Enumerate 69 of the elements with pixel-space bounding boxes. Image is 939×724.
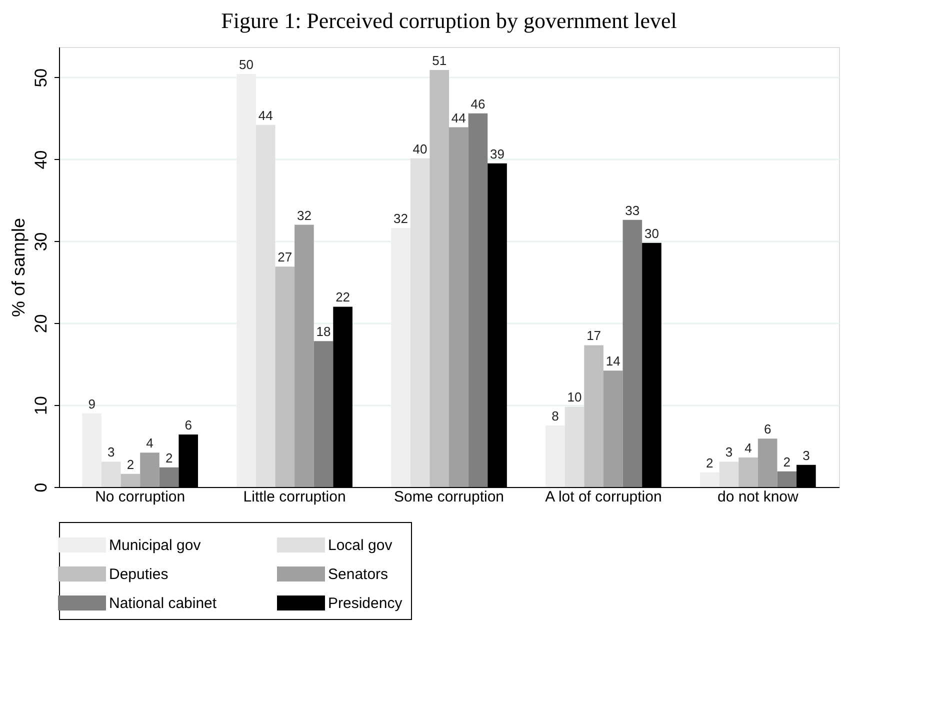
data-label: 44 bbox=[451, 110, 466, 126]
data-label: 2 bbox=[783, 454, 790, 470]
y-axis-title: % of sample bbox=[8, 218, 28, 318]
x-tick-label: A lot of corruption bbox=[545, 488, 662, 506]
data-label: 40 bbox=[412, 141, 428, 156]
bar bbox=[603, 370, 623, 487]
x-tick-label: do not know bbox=[717, 488, 799, 506]
bar bbox=[410, 158, 430, 487]
data-label: 6 bbox=[764, 422, 772, 437]
data-label: 18 bbox=[316, 324, 331, 340]
bar bbox=[120, 474, 140, 487]
y-tick-label: 20 bbox=[32, 314, 50, 334]
bar bbox=[294, 224, 314, 487]
data-label: 6 bbox=[184, 418, 192, 433]
data-label: 4 bbox=[146, 436, 154, 451]
bar bbox=[140, 452, 160, 487]
data-label: 17 bbox=[586, 328, 602, 344]
y-tick-label: 30 bbox=[32, 232, 50, 252]
y-tick-label: 40 bbox=[32, 150, 50, 170]
data-label: 8 bbox=[552, 408, 559, 424]
x-tick-label: Little corruption bbox=[243, 488, 346, 506]
bar bbox=[449, 127, 468, 487]
data-label: 32 bbox=[394, 211, 408, 226]
bar bbox=[256, 124, 276, 487]
data-label: 4 bbox=[744, 440, 752, 456]
data-label: 22 bbox=[336, 290, 350, 305]
bar bbox=[622, 220, 642, 487]
legend-label: Presidency bbox=[328, 595, 403, 612]
data-label: 3 bbox=[725, 444, 733, 460]
data-label: 46 bbox=[470, 96, 486, 112]
bar bbox=[719, 462, 739, 487]
bar bbox=[777, 471, 797, 487]
legend-label: National cabinet bbox=[109, 595, 218, 612]
y-tick-label: 50 bbox=[32, 68, 50, 88]
x-tick-label: Some corruption bbox=[394, 488, 504, 506]
data-label: 10 bbox=[567, 390, 582, 405]
legend-label: Local gov bbox=[328, 537, 393, 554]
x-tick-label: No corruption bbox=[95, 488, 186, 506]
legend-label: Deputies bbox=[109, 566, 168, 583]
y-tick-label: 0 bbox=[32, 482, 50, 492]
data-label: 44 bbox=[258, 108, 273, 123]
data-label: 2 bbox=[126, 456, 134, 472]
bar bbox=[430, 70, 449, 487]
legend-label: Senators bbox=[328, 566, 388, 583]
chart-title: Figure 1: Perceived corruption by government level bbox=[221, 8, 677, 33]
bar bbox=[468, 113, 488, 487]
data-label: 2 bbox=[706, 455, 714, 470]
data-label: 3 bbox=[802, 448, 810, 463]
data-label: 9 bbox=[88, 396, 96, 412]
data-label: 30 bbox=[644, 226, 659, 241]
data-label: 50 bbox=[239, 57, 254, 72]
data-label: 14 bbox=[606, 354, 620, 369]
bar bbox=[564, 406, 584, 487]
bar bbox=[275, 266, 295, 487]
data-label: 32 bbox=[296, 208, 312, 223]
data-label: 39 bbox=[490, 146, 504, 162]
data-label: 27 bbox=[278, 250, 292, 265]
bar bbox=[159, 467, 179, 487]
bar bbox=[584, 345, 604, 487]
y-tick-label: 10 bbox=[32, 396, 50, 416]
data-label: 51 bbox=[432, 52, 447, 68]
bar bbox=[758, 438, 778, 487]
bar bbox=[738, 458, 758, 487]
legend-label: Municipal gov bbox=[109, 537, 202, 554]
data-label: 2 bbox=[165, 450, 173, 466]
bar bbox=[101, 462, 121, 487]
data-label: 3 bbox=[108, 444, 115, 460]
bar bbox=[314, 341, 334, 487]
data-label: 33 bbox=[625, 202, 640, 218]
